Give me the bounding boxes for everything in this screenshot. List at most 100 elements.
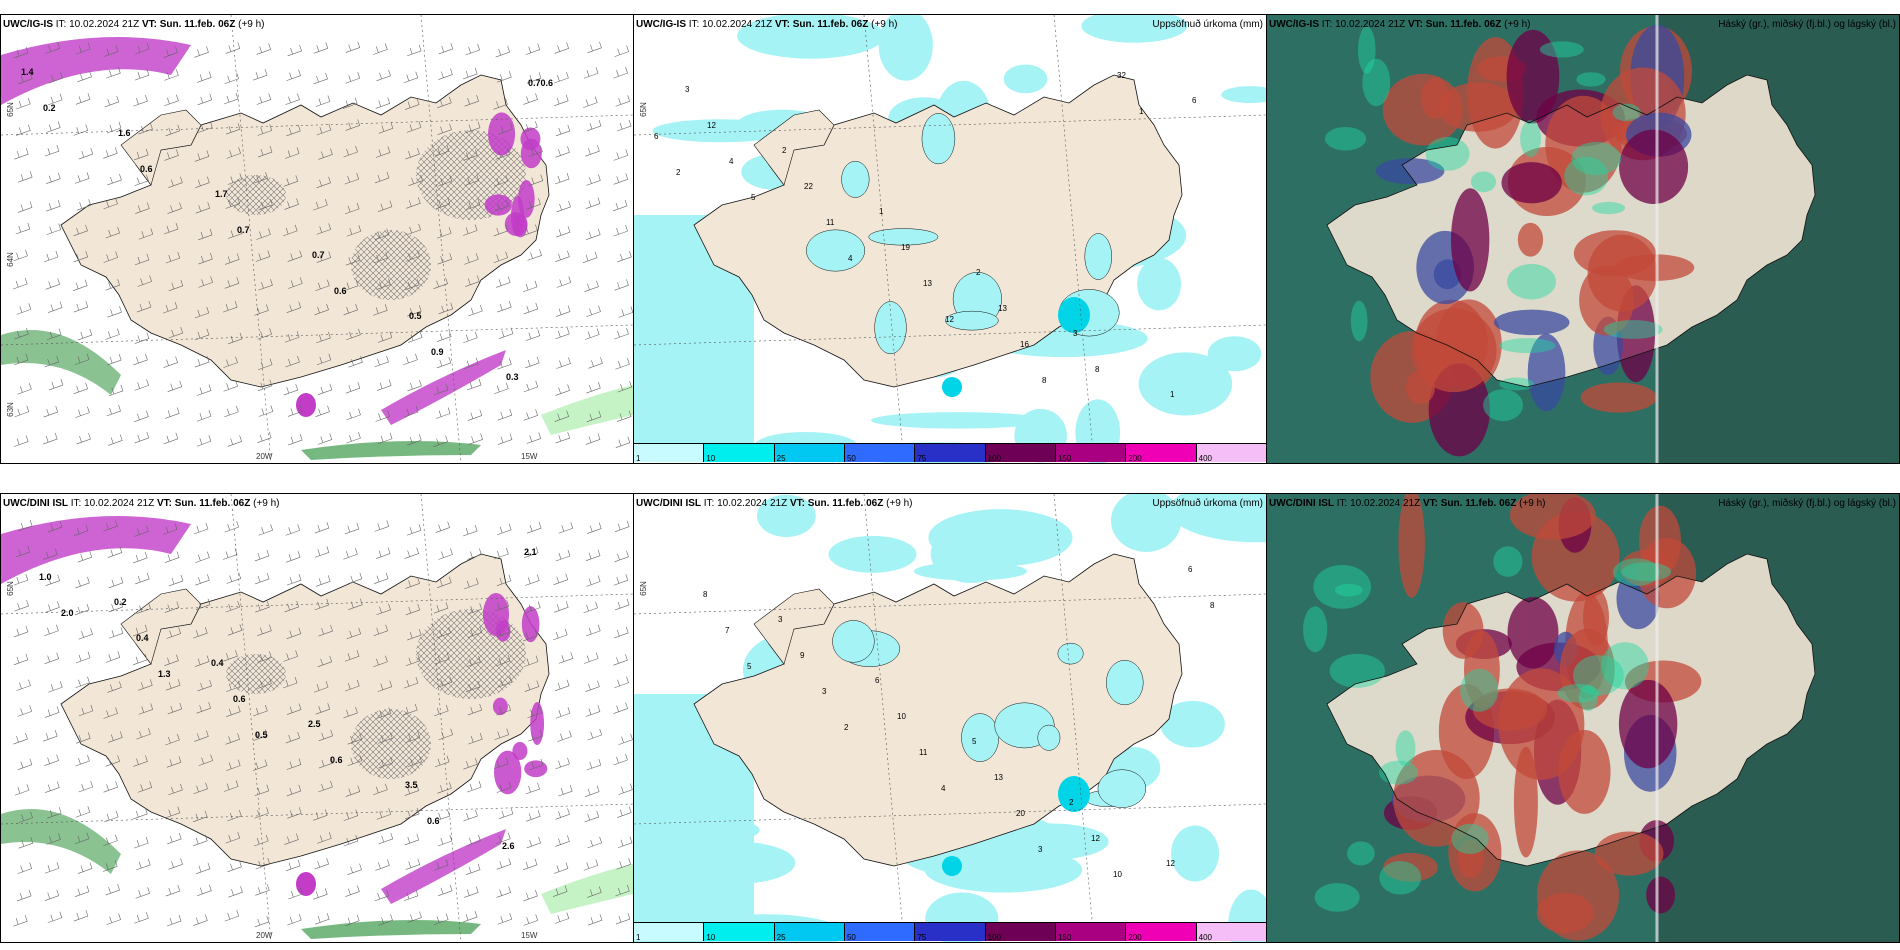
precip-area (832, 620, 875, 663)
field-title: Háský (gr.), miðský (fj.bl.) og lágský (… (1718, 19, 1896, 30)
wind-barb (347, 863, 362, 875)
wind-barb (555, 808, 570, 820)
value-label: 3.5 (405, 780, 418, 790)
wind-barb (407, 305, 422, 317)
wind-barb (223, 92, 239, 105)
precip-area (1169, 494, 1266, 543)
wind-barb (374, 355, 389, 368)
wind-barb (13, 625, 29, 638)
wind-barb (253, 172, 268, 184)
wind-barb (45, 42, 61, 54)
wind-barb (528, 145, 543, 157)
colorbar-segment: 75 (915, 444, 986, 463)
parallel (1, 593, 633, 615)
wind-barb (285, 524, 301, 536)
wind-barb (73, 300, 89, 313)
parallel (634, 593, 1266, 615)
hatched-area (416, 609, 526, 699)
wind-barb (316, 353, 332, 366)
latitude-label: 65N (5, 581, 15, 596)
wind-barb (586, 174, 601, 186)
wind-barb (18, 519, 33, 532)
wind-barb (463, 149, 478, 161)
wind-barb (17, 201, 33, 213)
wind-barb (134, 253, 150, 266)
wind-barb (287, 807, 302, 819)
wind-barb (314, 857, 329, 870)
wind-barb (613, 574, 629, 586)
wind-barb (77, 328, 93, 341)
wind-barb (407, 331, 423, 343)
parallel (634, 803, 1266, 825)
value-label: 4 (729, 157, 734, 166)
wind-barb (344, 650, 360, 662)
wind-barb (165, 124, 181, 137)
wind-barb (105, 755, 120, 767)
wind-barb (197, 884, 212, 896)
wind-barb (48, 681, 63, 693)
precip-area (868, 228, 939, 246)
cloud-blob (1579, 265, 1635, 336)
wind-barb (227, 227, 243, 239)
panel-header: UWC/DINI ISL IT: 10.02.2024 21Z VT: Sun.… (3, 498, 280, 509)
colorbar-segment: 25 (774, 923, 845, 942)
wind-barb (373, 304, 388, 316)
wind-barb (257, 677, 272, 689)
colorbar-tick: 400 (1198, 933, 1212, 942)
value-label: 12 (1091, 834, 1100, 843)
value-label: 1.6 (118, 128, 131, 138)
wind-barb (345, 72, 361, 84)
wind-barb (345, 679, 360, 692)
colorbar-tick: 100 (987, 454, 1001, 463)
wind-barb (256, 93, 272, 105)
wind-barb (378, 914, 393, 926)
wind-barb (17, 862, 33, 874)
gust-area (494, 750, 522, 795)
wind-barb (46, 833, 61, 845)
wind-barb (404, 807, 420, 820)
value-label: 20 (1016, 809, 1025, 818)
colorbar-tick: 200 (1128, 933, 1142, 942)
wind-barb (195, 176, 210, 188)
wind-barb (527, 706, 542, 719)
wind-barb (286, 301, 302, 313)
wind-barb (583, 601, 598, 614)
wind-barb (436, 356, 452, 369)
hatched-area (351, 709, 431, 779)
wind-barb (193, 627, 208, 639)
wind-barb (616, 858, 632, 870)
wind-barb (14, 148, 29, 160)
wind-barb (495, 45, 511, 58)
wind-barb (522, 280, 538, 293)
wind-barb (313, 809, 328, 821)
cloud-blob (1506, 29, 1560, 124)
wind-barb (192, 810, 208, 823)
precip-area (1037, 724, 1061, 751)
wind-barb (585, 433, 601, 445)
wind-barb (612, 199, 628, 212)
value-label: 2.0 (61, 608, 74, 618)
wind-barb (583, 67, 599, 79)
colorbar-segment: 75 (915, 923, 986, 942)
wind-barb (164, 149, 179, 161)
wind-barb (223, 650, 238, 662)
map-canvas (1267, 494, 1899, 942)
wind-barb (586, 119, 602, 132)
wind-barb (434, 913, 449, 925)
wind-barb (437, 782, 452, 794)
colorbar-segment: 10 (704, 444, 775, 463)
value-label: 4 (941, 784, 946, 793)
cloud-blob (1324, 127, 1367, 151)
cloud-blob (1314, 883, 1360, 912)
wind-barb (343, 706, 358, 719)
wind-barb (45, 574, 61, 586)
wind-barb (584, 785, 600, 797)
wind-barb (315, 913, 330, 925)
wind-barb (284, 833, 299, 845)
wind-barb (225, 42, 241, 54)
wind-barb (164, 94, 179, 107)
wind-barb (107, 681, 122, 693)
lead-time: (+9 h) (1504, 19, 1531, 30)
wind-barb (317, 655, 333, 668)
wind-barb (587, 886, 602, 898)
